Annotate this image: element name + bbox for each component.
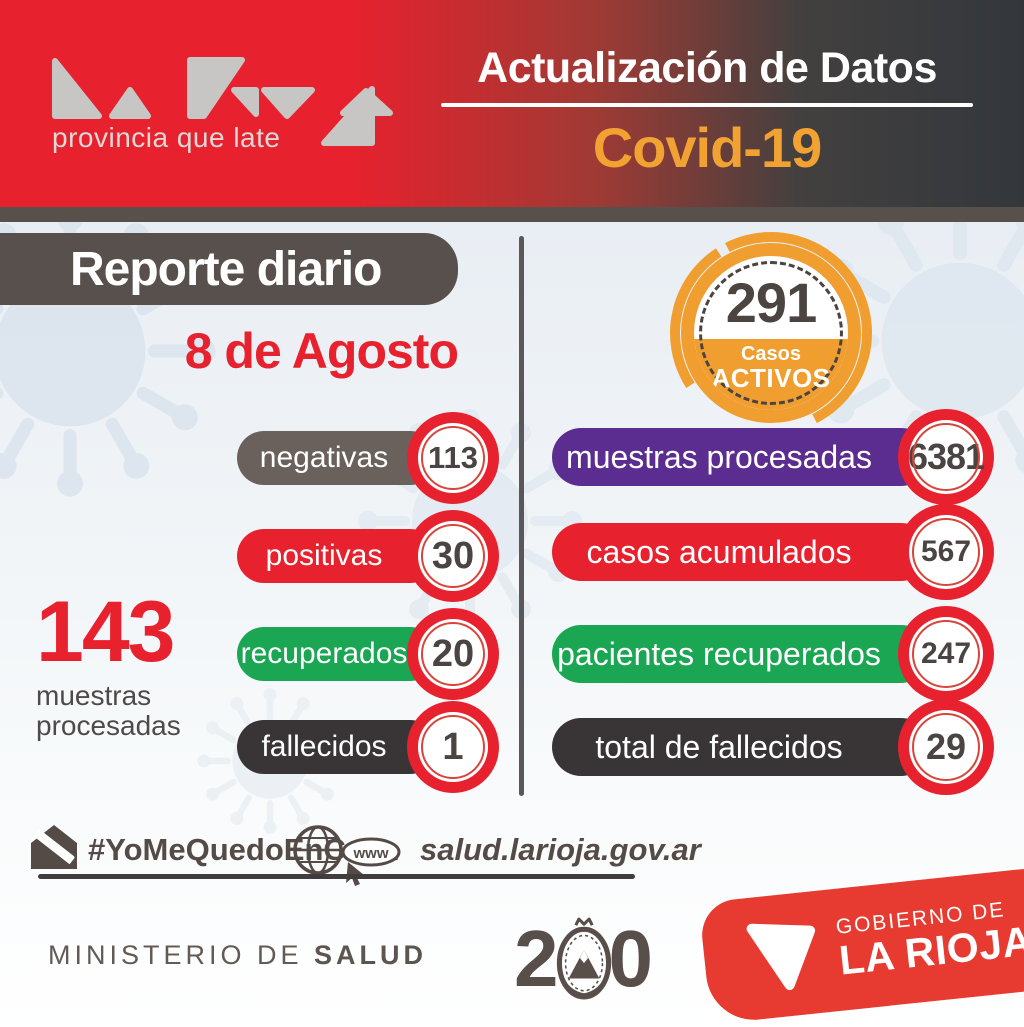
header-subtitle: Covid-19 (592, 116, 823, 179)
stat-row-positivas: positivas 30 (237, 510, 499, 602)
pacientes-value: 247 (920, 637, 972, 670)
recuperados-pill: recuperados (237, 627, 437, 681)
total-fallecidos-value: 29 (925, 726, 967, 767)
fallecidos-label: fallecidos (261, 730, 387, 763)
stat-row-fallecidos: fallecidos 1 (237, 701, 499, 793)
logo-tagline: provincia que late (52, 122, 281, 153)
recuperados-badge: 20 (407, 608, 499, 700)
bicentennial-emblem-icon (556, 917, 611, 1000)
positivas-pill: positivas (237, 529, 437, 583)
active-cases-badge: 291 Casos ACTIVOS (678, 240, 864, 426)
stat-row-recuperados: recuperados 20 (237, 608, 499, 700)
positivas-label: positivas (265, 539, 383, 572)
total-fallecidos-badge: 29 (898, 699, 994, 795)
government-badge: GOBIERNO DE LA RIOJA (698, 865, 1024, 1025)
pacientes-pill: pacientes recuperados (552, 625, 930, 683)
header-title: Actualización de Datos (477, 44, 937, 92)
positivas-badge: 30 (407, 510, 499, 602)
active-cases-label: Casos ACTIVOS (711, 342, 831, 393)
muestras-label: muestras procesadas (566, 438, 872, 475)
total-row-recuperados: pacientes recuperados 247 (552, 606, 994, 702)
negativas-label: negativas (259, 441, 389, 474)
www-label: www (352, 845, 388, 862)
fallecidos-value: 1 (442, 725, 464, 768)
acumulados-badge: 567 (898, 504, 994, 600)
samples-value: 143 (36, 584, 176, 680)
total-fallecidos-pill: total de fallecidos (552, 718, 930, 776)
column-divider (519, 236, 524, 796)
negativas-value: 113 (427, 440, 478, 475)
muestras-value: 6381 (907, 436, 985, 477)
globe-www-icon: www (293, 825, 401, 886)
negativas-badge: 113 (407, 412, 499, 504)
total-row-fallecidos: total de fallecidos 29 (552, 699, 994, 795)
total-row-acumulados: casos acumulados 567 (552, 504, 994, 600)
pacientes-label: pacientes recuperados (557, 635, 881, 672)
total-row-muestras: muestras procesadas 6381 (552, 409, 994, 505)
samples-caption: muestras procesadas (36, 680, 181, 741)
negativas-pill: negativas (237, 431, 437, 485)
header-banner: provincia que late Actualización de Dato… (0, 0, 1024, 207)
website-label: salud.larioja.gov.ar (420, 832, 701, 867)
total-fallecidos-label: total de fallecidos (595, 728, 843, 765)
stat-row-negativas: negativas 113 (237, 412, 499, 504)
ministry-label: MINISTERIO DE SALUD (48, 940, 428, 970)
report-date: 8 de Agosto (184, 323, 459, 379)
government-triangle-icon (746, 923, 816, 991)
bicentennial-digit-left: 2 (514, 914, 559, 1003)
positivas-value: 30 (431, 534, 475, 577)
la-rioja-logo-icon (52, 57, 393, 146)
muestras-pill: muestras procesadas (552, 428, 930, 486)
government-name: GOBIERNO DE LA RIOJA (834, 897, 1024, 984)
samples-processed-block: 143 muestras procesadas (36, 584, 226, 741)
house-icon (30, 824, 78, 870)
fallecidos-badge: 1 (407, 701, 499, 793)
header-underline (441, 103, 973, 107)
header-bottom-bar (0, 207, 1024, 222)
acumulados-pill: casos acumulados (552, 523, 930, 581)
muestras-badge: 6381 (898, 409, 994, 505)
pacientes-badge: 247 (898, 606, 994, 702)
acumulados-label: casos acumulados (586, 533, 852, 570)
report-title-badge: Reporte diario (0, 233, 458, 305)
acumulados-value: 567 (920, 535, 972, 568)
footer-divider (38, 874, 635, 879)
bicentennial-digit-right: 0 (608, 914, 654, 1003)
recuperados-label: recuperados (240, 637, 408, 670)
recuperados-value: 20 (431, 632, 475, 675)
bicentennial-logo: 2 0 (514, 916, 653, 1002)
fallecidos-pill: fallecidos (237, 720, 437, 774)
active-cases-value: 291 (725, 271, 817, 334)
